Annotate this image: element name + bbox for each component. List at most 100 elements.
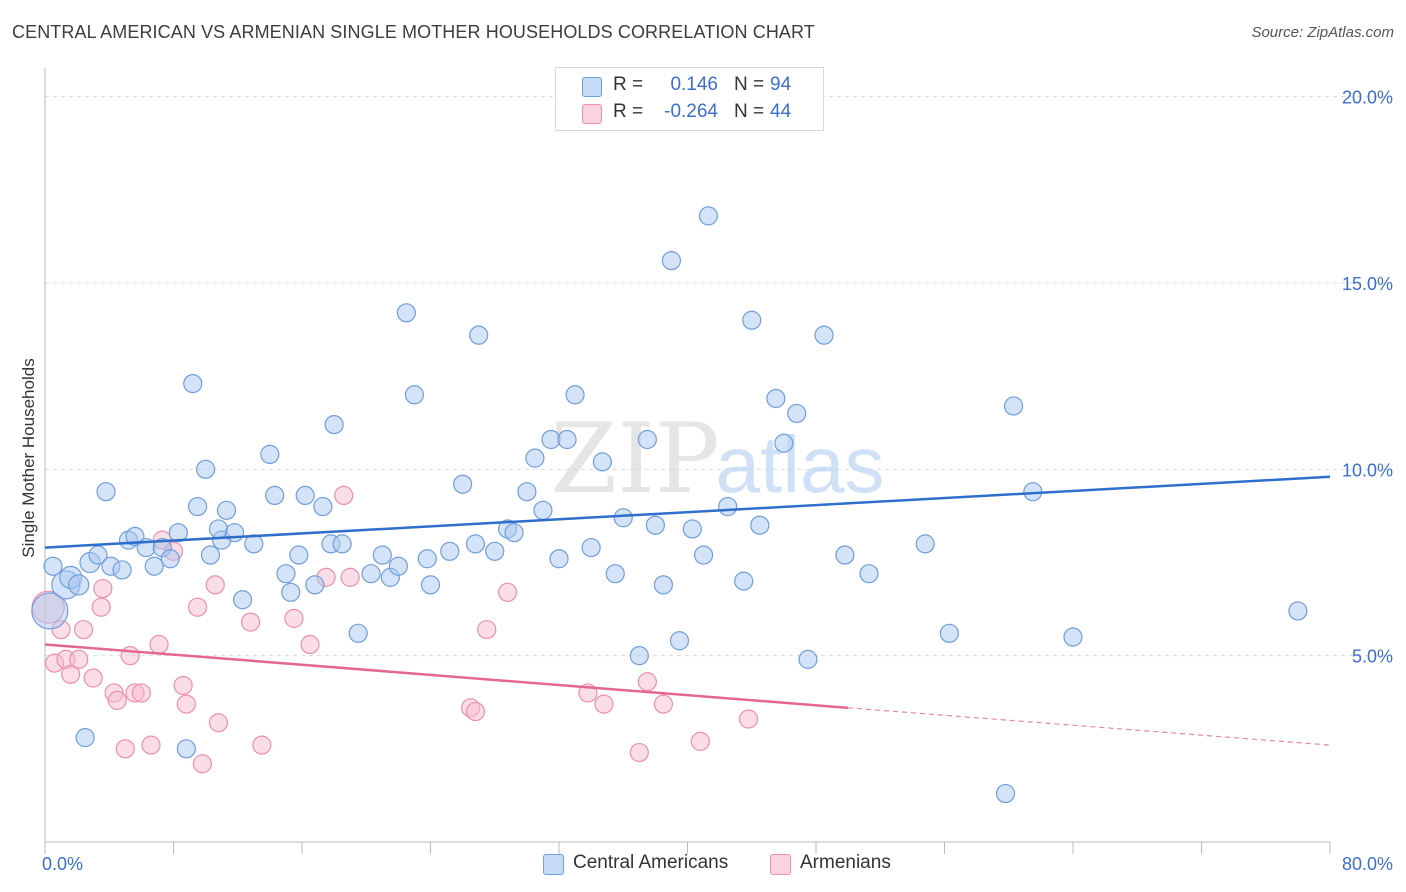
watermark: ZIP atlas (550, 403, 884, 515)
armenians-point (340, 567, 360, 587)
armenians-point (465, 701, 486, 722)
central-americans-point (669, 631, 690, 651)
central-americans-point (200, 545, 221, 565)
central-americans-point (31, 592, 69, 630)
legend-r-value: 0.146 (670, 74, 718, 95)
central-americans-point (835, 545, 855, 565)
central-americans-point (176, 739, 196, 759)
central-americans-point (533, 500, 553, 520)
armenians-point (653, 694, 674, 714)
central-americans-point (404, 385, 425, 405)
central-americans-point (168, 523, 188, 543)
central-americans-point (276, 564, 296, 584)
central-americans-point (396, 303, 417, 323)
central-americans-point (734, 571, 754, 591)
y-tick-label: 15.0% (1342, 274, 1393, 294)
central-americans-point (224, 523, 245, 543)
central-americans-point (469, 325, 489, 345)
armenians-point (141, 735, 161, 755)
central-americans-point (440, 541, 460, 561)
armenians-point (120, 646, 140, 666)
central-americans-point (265, 485, 285, 506)
gridlines (45, 96, 1392, 657)
armenians-point (187, 597, 208, 617)
trend-lines (44, 475, 1331, 746)
legend-item-armenians: Armenians (770, 852, 920, 876)
central-americans-point (517, 482, 537, 502)
central-americans-point (645, 515, 665, 535)
y-tick-labels: 5.0% 10.0% 15.0% 20.0% (1342, 88, 1393, 667)
central-americans-point (787, 403, 807, 424)
armenians-point (690, 731, 710, 751)
armenians-point (498, 582, 518, 602)
central-americans-point (68, 574, 90, 596)
central-americans-point (281, 582, 301, 602)
central-americans-point (112, 560, 132, 580)
stats-legend: R = 0.146 N = 94 R = -0.264 N = 44 (555, 67, 824, 131)
armenians-point (107, 690, 127, 710)
central-americans-point (549, 549, 569, 569)
armenians-point (176, 694, 196, 714)
source-credit: Source: ZipAtlas.com (1251, 24, 1394, 41)
central-americans-point (504, 523, 524, 543)
central-americans-point (605, 564, 625, 584)
central-americans-point (698, 206, 718, 226)
armenians-point (69, 649, 89, 669)
central-americans-point (208, 519, 229, 539)
armenians-point (252, 735, 272, 755)
armenians-point (149, 634, 169, 655)
central-americans-point (557, 429, 577, 450)
central-americans-point (565, 385, 585, 405)
armenians-point (91, 597, 111, 617)
legend-item-central-americans: Central Americans (543, 852, 743, 876)
armenians-point (241, 612, 261, 632)
central-americans-point (525, 448, 545, 468)
armenians-point (284, 608, 304, 628)
central-americans-point (465, 534, 486, 554)
central-americans-point (96, 482, 116, 502)
central-americans-point (613, 508, 633, 528)
armenians-point (115, 739, 135, 759)
central-americans-point (417, 549, 437, 569)
watermark-atlas: atlas (716, 420, 885, 509)
central-americans-point (313, 496, 333, 517)
armenians-point (73, 619, 94, 640)
legend-n-value: 94 (770, 74, 792, 95)
central-americans-point (814, 325, 834, 345)
central-americans-point (653, 575, 674, 595)
central-americans-point (144, 556, 164, 576)
armenians-point (300, 634, 320, 655)
x-tick-label: 0.0% (42, 854, 83, 874)
central-americans-point (260, 444, 280, 465)
blue-swatch-icon (582, 77, 602, 97)
central-americans-point (232, 590, 253, 610)
central-americans-point (295, 485, 315, 506)
chart-title: CENTRAL AMERICAN VS ARMENIAN SINGLE MOTH… (12, 22, 815, 42)
central-americans-point (289, 545, 309, 565)
central-americans-point (774, 433, 794, 453)
armenians-point (83, 668, 103, 688)
central-americans-point (915, 534, 935, 554)
legend-n-label: N = (734, 101, 765, 122)
armenians-point (192, 754, 213, 774)
armenians-point (173, 675, 193, 696)
central-americans-point (88, 545, 108, 565)
central-americans-point (766, 388, 786, 409)
central-americans-point (305, 575, 325, 595)
central-americans-point (637, 429, 657, 450)
central-americans-point (1003, 396, 1024, 416)
pink-swatch-icon (582, 104, 602, 124)
legend-n-label: N = (734, 74, 765, 95)
x-tick-labels: 0.0% 80.0% (42, 854, 1393, 874)
armenians-point (131, 683, 151, 703)
central-americans-point (995, 783, 1016, 804)
pink-swatch-icon (770, 854, 791, 875)
series-name: Armenians (800, 852, 891, 873)
central-americans-point (629, 646, 649, 666)
central-americans-point (750, 515, 770, 535)
central-americans-point (592, 452, 612, 472)
y-axis-label: Single Mother Households (19, 358, 38, 557)
central-americans-point (372, 545, 392, 565)
legend-row-armenians: R = -0.264 N = 44 (556, 100, 823, 128)
legend-r-label: R = (613, 101, 644, 122)
